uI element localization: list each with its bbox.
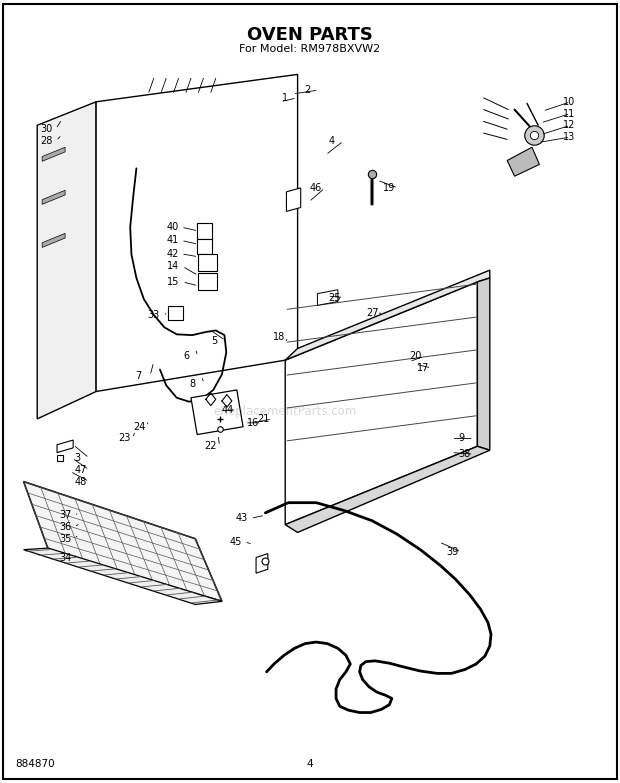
Text: 9: 9 [459,434,465,443]
Text: 36: 36 [59,522,71,532]
Text: 10: 10 [563,97,575,106]
Polygon shape [57,440,73,453]
Text: 24: 24 [133,422,146,431]
Polygon shape [286,188,301,211]
Text: 4: 4 [329,136,335,146]
Text: 8: 8 [189,379,195,388]
Text: 6: 6 [183,352,189,361]
Text: For Model: RM978BXVW2: For Model: RM978BXVW2 [239,44,381,53]
Polygon shape [198,254,217,271]
Text: 3: 3 [74,453,81,463]
Text: 38: 38 [459,449,471,459]
Text: 25: 25 [329,293,341,302]
Text: 20: 20 [409,352,422,361]
Polygon shape [191,390,243,435]
Polygon shape [42,190,65,204]
Text: 884870: 884870 [16,759,55,769]
Text: 1: 1 [282,93,288,103]
Polygon shape [42,233,65,247]
Text: 46: 46 [310,183,322,193]
Polygon shape [197,223,212,239]
Text: 41: 41 [166,236,179,245]
Text: 27: 27 [366,309,378,318]
Text: eReplacementParts.com: eReplacementParts.com [213,405,357,417]
Text: 13: 13 [563,132,575,142]
Text: 15: 15 [167,277,180,287]
Text: 43: 43 [236,514,248,523]
Polygon shape [285,282,477,525]
Polygon shape [197,239,212,254]
Text: 44: 44 [221,405,234,414]
Text: 47: 47 [74,465,87,474]
Text: 17: 17 [417,363,429,373]
Polygon shape [317,290,338,305]
Polygon shape [96,74,298,392]
Polygon shape [42,147,65,161]
Text: 40: 40 [166,222,179,232]
Polygon shape [285,270,490,360]
Polygon shape [285,446,490,532]
Text: 5: 5 [211,336,217,345]
Text: OVEN PARTS: OVEN PARTS [247,27,373,44]
Text: 35: 35 [59,534,71,543]
Text: 21: 21 [257,414,270,424]
Text: 28: 28 [40,136,53,146]
Text: 16: 16 [247,418,259,428]
Polygon shape [37,102,96,419]
Text: 4: 4 [307,759,313,769]
Text: 48: 48 [74,477,87,486]
Text: 22: 22 [205,442,217,451]
Text: 19: 19 [383,183,396,193]
Text: 2: 2 [304,85,310,95]
Polygon shape [256,554,268,573]
Polygon shape [24,548,222,604]
Text: 14: 14 [167,262,180,271]
Polygon shape [477,278,490,450]
Text: 12: 12 [563,121,575,130]
Text: 42: 42 [166,249,179,258]
Text: 34: 34 [59,554,71,563]
Polygon shape [198,273,217,290]
Text: 33: 33 [148,310,160,319]
Text: 37: 37 [59,511,71,520]
Text: 45: 45 [229,537,242,547]
Text: 23: 23 [118,434,130,443]
Text: 18: 18 [273,332,285,341]
Text: 7: 7 [135,371,141,381]
Text: 11: 11 [563,109,575,118]
Text: 39: 39 [446,547,459,557]
Text: 30: 30 [40,124,53,134]
Polygon shape [24,482,222,601]
Polygon shape [507,147,539,176]
Polygon shape [167,306,184,320]
